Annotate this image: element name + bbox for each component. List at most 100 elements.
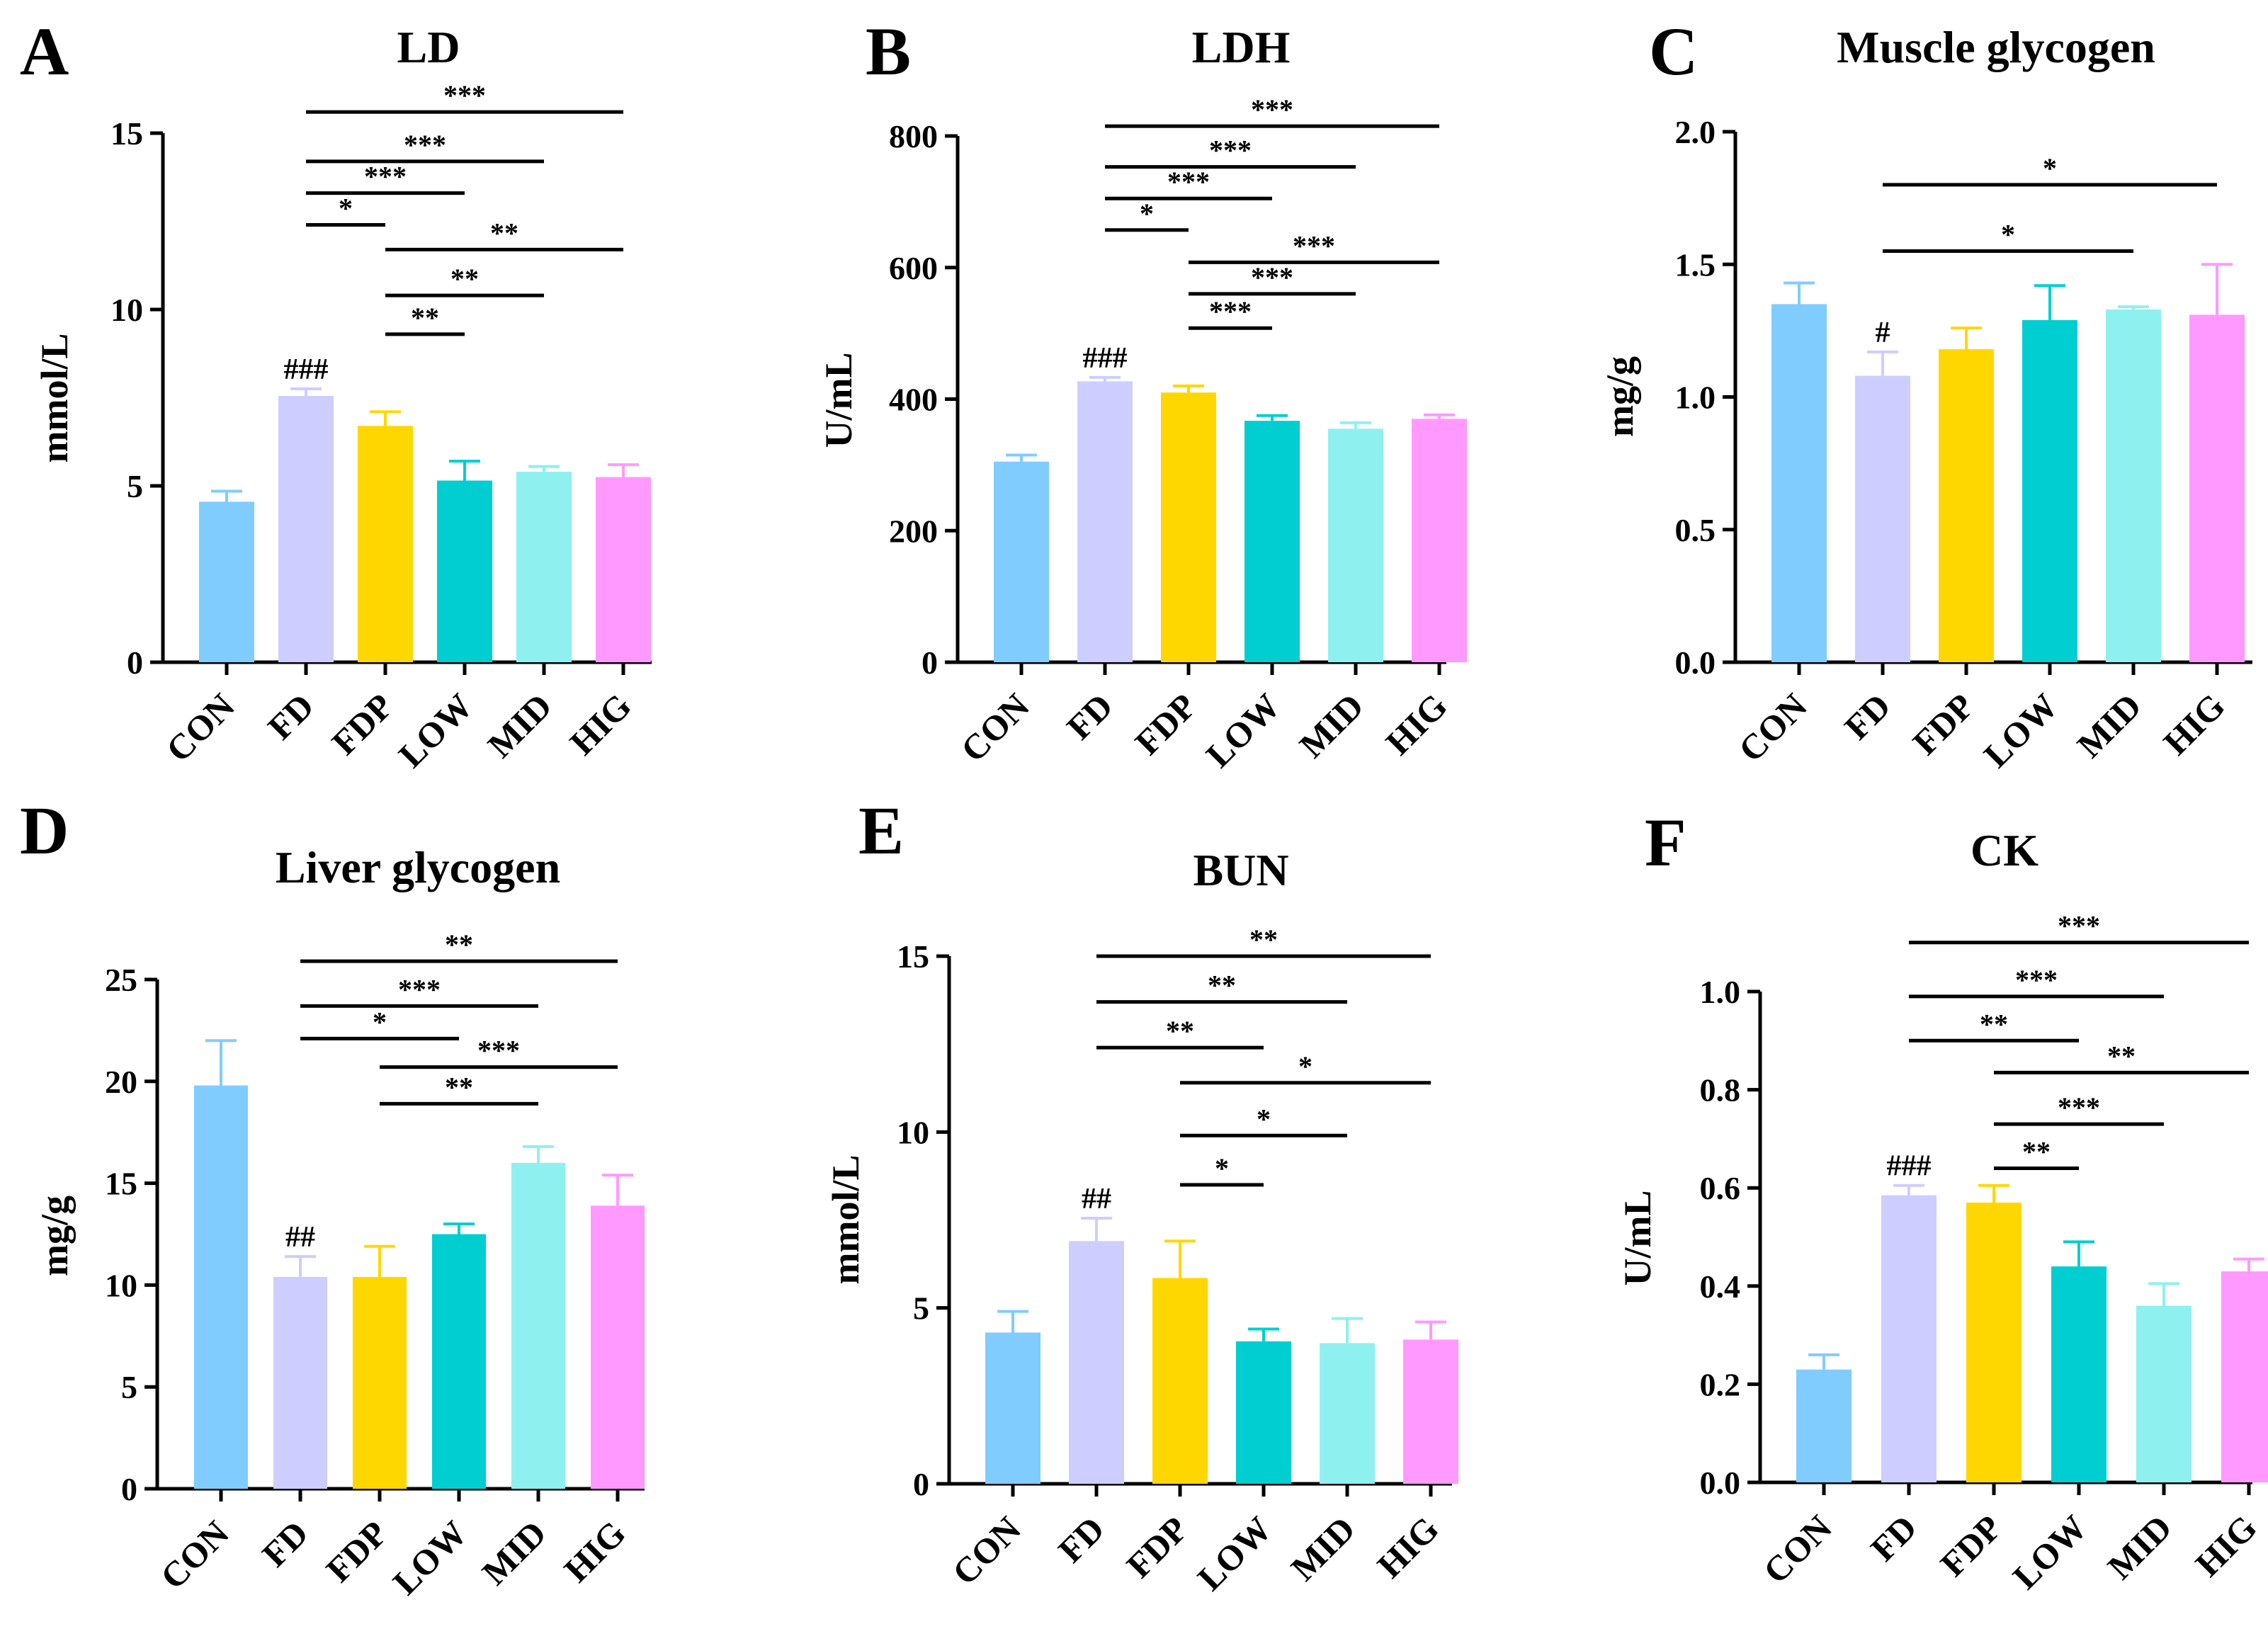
chart-title: Liver glycogen (276, 842, 560, 892)
category-label-fd: FD (254, 1513, 316, 1574)
y-tick-label: 15 (110, 115, 143, 152)
category-label-con: CON (1731, 686, 1815, 769)
y-tick-label: 25 (105, 962, 137, 998)
significance-label: *** (404, 129, 446, 161)
significance-label: *** (477, 1035, 520, 1067)
significance-label: ** (450, 263, 479, 295)
y-tick-label: 15 (105, 1166, 137, 1202)
category-label-hig: HIG (562, 686, 638, 762)
y-tick-label: 0.6 (1700, 1170, 1741, 1206)
y-tick-label: 0.2 (1700, 1366, 1741, 1402)
category-label-low: LOW (1976, 686, 2065, 775)
bar-fdp (1152, 1278, 1208, 1484)
y-tick-label: 0.5 (1675, 512, 1716, 548)
bar-mid (511, 1162, 565, 1489)
y-tick-label: 400 (889, 382, 938, 418)
category-label-fd: FD (1050, 1509, 1112, 1570)
bar-con (985, 1332, 1041, 1484)
y-tick-label: 0 (922, 645, 938, 681)
model-marker: ### (1083, 342, 1128, 375)
panel-letter: B (866, 13, 911, 89)
bar-fd (273, 1276, 327, 1489)
y-tick-label: 600 (889, 250, 938, 286)
y-tick-label: 0.0 (1675, 645, 1716, 681)
category-label-hig: HIG (1378, 686, 1454, 762)
significance-label: * (1215, 1152, 1229, 1184)
panel-letter: F (1645, 805, 1686, 880)
y-tick-label: 0 (127, 645, 143, 681)
bar-hig (1412, 419, 1467, 662)
category-label-fd: FD (1837, 686, 1898, 747)
bar-mid (516, 472, 572, 662)
bar-hig (596, 477, 651, 662)
bar-fdp (1161, 392, 1216, 662)
bar-fd (1069, 1241, 1124, 1484)
model-marker: # (1876, 317, 1890, 349)
bar-low (432, 1234, 486, 1489)
significance-label: * (1298, 1050, 1312, 1082)
significance-label: * (339, 192, 353, 224)
y-tick-label: 10 (105, 1267, 137, 1303)
significance-label: * (1257, 1103, 1271, 1135)
bar-hig (1403, 1339, 1458, 1484)
category-label-con: CON (159, 686, 242, 769)
category-label-low: LOW (1190, 1509, 1279, 1598)
category-label-con: CON (945, 1509, 1028, 1592)
y-tick-label: 10 (110, 292, 143, 328)
y-tick-label: 15 (897, 938, 929, 975)
bar-con (1796, 1369, 1852, 1482)
category-label-mid: MID (1292, 686, 1371, 765)
significance-label: *** (1209, 135, 1252, 166)
significance-label: * (1140, 198, 1154, 229)
chart-title: Muscle glycogen (1837, 22, 2155, 72)
y-tick-label: 0.4 (1700, 1268, 1741, 1305)
bar-mid (1328, 428, 1383, 662)
significance-label: ** (411, 302, 439, 334)
category-label-hig: HIG (1369, 1509, 1446, 1585)
panel-d: D Liver glycogen mg/g 0 5 10 15 20 25 CON FD ## FDPL… (20, 793, 645, 1602)
significance-label: *** (1167, 166, 1210, 198)
significance-label: * (373, 1006, 387, 1038)
category-label-mid: MID (475, 1513, 554, 1592)
significance-label: ** (2022, 1135, 2051, 1167)
category-label-mid: MID (480, 686, 560, 765)
significance-label: ** (445, 1071, 473, 1103)
bar-low (2051, 1266, 2107, 1482)
significance-label: *** (2015, 964, 2058, 996)
y-axis-label: mg/g (1599, 356, 1641, 437)
significance-label: *** (398, 973, 441, 1005)
y-tick-label: 5 (913, 1290, 929, 1327)
category-label-fdp: FDP (324, 686, 400, 762)
significance-label: ** (490, 217, 518, 249)
y-tick-label: 5 (121, 1369, 137, 1405)
bar-mid (1320, 1343, 1375, 1484)
bar-fdp (1966, 1202, 2022, 1482)
y-tick-label: 2.0 (1675, 114, 1716, 150)
category-label-low: LOW (1198, 686, 1288, 775)
category-label-fdp: FDP (1118, 1509, 1195, 1585)
y-tick-label: 20 (105, 1064, 137, 1100)
y-axis-label: mmol/L (824, 1155, 867, 1285)
category-label-fdp: FDP (1932, 1507, 2009, 1584)
bar-low (1236, 1341, 1291, 1484)
significance-label: *** (443, 79, 486, 111)
significance-label: * (2001, 219, 2015, 251)
significance-label: *** (1251, 261, 1293, 293)
panel-c: C Muscle glycogen mg/g 0.0 0.5 1.0 1.5 2.0 CON FD… (1599, 13, 2252, 775)
y-tick-label: 0 (121, 1471, 137, 1507)
category-label-low: LOW (385, 1513, 475, 1602)
y-tick-label: 10 (897, 1114, 929, 1150)
bar-low (437, 480, 492, 662)
bar-mid (2106, 309, 2161, 662)
y-axis-label: mmol/L (33, 334, 76, 463)
bar-fd (1077, 381, 1133, 662)
y-tick-label: 5 (127, 468, 143, 504)
y-axis-label: mg/g (33, 1196, 76, 1276)
category-label-hig: HIG (2155, 686, 2232, 762)
category-label-con: CON (1756, 1507, 1839, 1591)
bar-low (2022, 319, 2077, 662)
significance-label: *** (1251, 93, 1293, 125)
y-tick-label: 0 (913, 1466, 929, 1502)
